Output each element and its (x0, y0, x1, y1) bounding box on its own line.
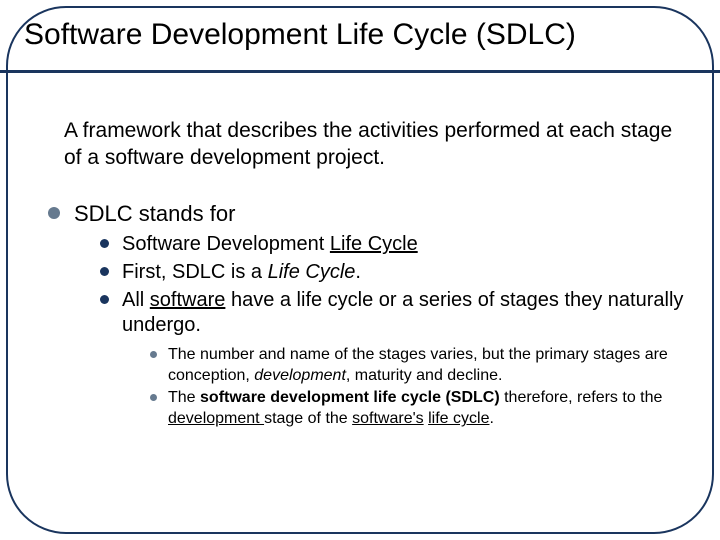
slide-title: Software Development Life Cycle (SDLC) (24, 18, 576, 52)
text-run: stage of the (264, 410, 352, 427)
text-run: Software Development (122, 233, 330, 255)
underlined-text: Life Cycle (330, 233, 418, 255)
list-item: SDLC stands for Software Development Lif… (48, 200, 690, 430)
bullet-icon (150, 351, 157, 358)
text-run: . (489, 410, 493, 427)
italic-text: development (254, 367, 346, 384)
underlined-text: development (168, 410, 264, 427)
list-item: Software Development Life Cycle (100, 232, 690, 258)
text-run: therefore, refers to the (500, 389, 663, 406)
list-item: First, SDLC is a Life Cycle. (100, 260, 690, 286)
list-item: The software development life cycle (SDL… (150, 388, 690, 430)
underlined-text: software (150, 289, 226, 311)
underlined-text: life cycle (428, 410, 489, 427)
bullet-icon (100, 295, 109, 304)
list-item: The number and name of the stages varies… (150, 345, 690, 387)
list-item: All software have a life cycle or a seri… (100, 288, 690, 430)
bullet-icon (100, 267, 109, 276)
underlined-text: software's (352, 410, 424, 427)
italic-text: Life Cycle (268, 261, 356, 283)
text-run: . (355, 261, 361, 283)
bullet-list-level1: SDLC stands for Software Development Lif… (48, 200, 690, 430)
text-run: , maturity and decline. (346, 367, 503, 384)
bold-text: software development life cycle (SDLC) (200, 389, 500, 406)
text-run: The (168, 389, 200, 406)
title-underline (0, 70, 720, 73)
bullet-list-level2: Software Development Life Cycle First, S… (74, 232, 690, 430)
text-run: All (122, 289, 150, 311)
text-run: First, SDLC is a (122, 261, 268, 283)
bullet-icon (100, 239, 109, 248)
bullet-icon (150, 394, 157, 401)
bullet-list-level3: The number and name of the stages varies… (122, 345, 690, 430)
slide-body: A framework that describes the activitie… (48, 118, 690, 434)
intro-paragraph: A framework that describes the activitie… (64, 118, 690, 172)
lvl1-text: SDLC stands for (74, 201, 235, 226)
bullet-icon (48, 207, 60, 219)
